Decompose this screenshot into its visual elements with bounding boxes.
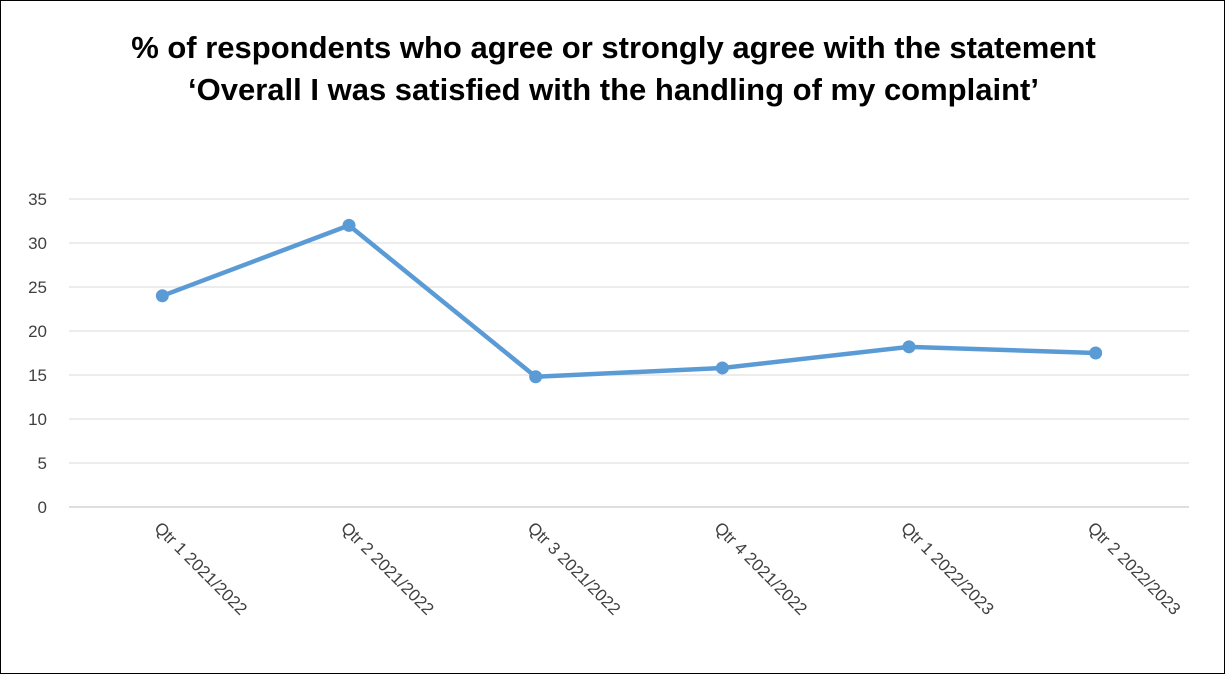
x-tick-label: Qtr 3 2021/2022 — [524, 518, 624, 618]
y-tick-label: 35 — [28, 190, 47, 209]
x-tick-label: Qtr 2 2022/2023 — [1084, 518, 1184, 618]
data-point — [155, 289, 169, 303]
series-layer — [155, 218, 1103, 384]
x-tick-label: Qtr 4 2021/2022 — [711, 518, 811, 618]
y-tick-label: 30 — [28, 234, 47, 253]
data-point — [342, 218, 356, 232]
y-tick-label: 5 — [38, 454, 47, 473]
data-point — [715, 361, 729, 375]
y-tick-label: 15 — [28, 366, 47, 385]
y-axis-tick-labels: 0 5 10 15 20 25 30 35 — [28, 190, 47, 517]
series-line — [160, 223, 1098, 380]
x-tick-label: Qtr 2 2021/2022 — [337, 518, 437, 618]
chart-title: % of respondents who agree or strongly a… — [131, 30, 1096, 107]
x-tick-label: Qtr 1 2022/2023 — [897, 518, 997, 618]
y-tick-label: 10 — [28, 410, 47, 429]
y-tick-label: 0 — [38, 498, 47, 517]
data-point — [529, 370, 543, 384]
x-tick-label: Qtr 1 2021/2022 — [151, 518, 251, 618]
y-tick-label: 25 — [28, 278, 47, 297]
y-tick-label: 20 — [28, 322, 47, 341]
gridlines — [69, 198, 1189, 508]
x-axis-tick-labels: Qtr 1 2021/2022 Qtr 2 2021/2022 Qtr 3 2021… — [151, 518, 1185, 618]
data-point — [1089, 346, 1103, 360]
data-point — [902, 340, 916, 354]
